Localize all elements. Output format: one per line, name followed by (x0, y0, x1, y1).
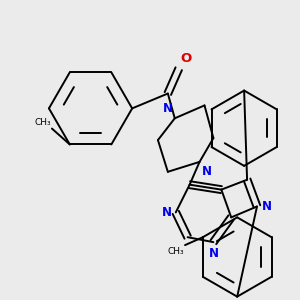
Text: O: O (181, 52, 192, 65)
Text: N: N (162, 206, 172, 219)
Text: N: N (208, 247, 218, 260)
Text: CH₃: CH₃ (34, 118, 51, 127)
Text: CH₃: CH₃ (167, 247, 184, 256)
Text: N: N (262, 200, 272, 213)
Text: N: N (202, 165, 212, 178)
Text: N: N (163, 102, 173, 115)
